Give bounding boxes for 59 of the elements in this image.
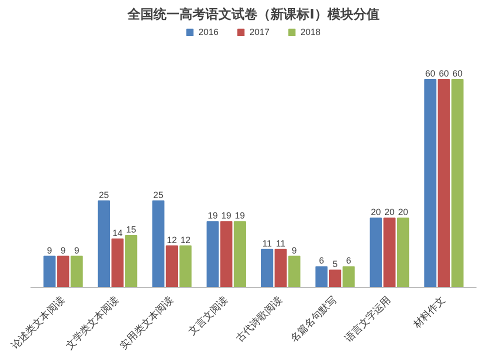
- bar: [451, 79, 464, 288]
- legend-label: 2017: [249, 27, 270, 37]
- bar: [424, 79, 436, 288]
- data-label: 9: [60, 245, 66, 256]
- legend-label: 2016: [198, 27, 218, 37]
- bar: [206, 221, 219, 288]
- bar: [166, 245, 178, 288]
- data-label: 5: [332, 259, 338, 270]
- data-label: 60: [452, 68, 462, 78]
- data-label: 25: [98, 190, 109, 200]
- data-label: 9: [292, 245, 297, 256]
- data-label: 14: [112, 228, 123, 238]
- data-label: 12: [180, 234, 191, 245]
- bar: [57, 256, 70, 288]
- bar: [397, 218, 410, 288]
- bar: [220, 221, 232, 288]
- bar: [179, 245, 192, 288]
- data-label: 60: [438, 68, 449, 78]
- x-tick-label: 古代诗歌阅读: [234, 294, 285, 345]
- x-tick-label: 名篇名句默写: [288, 294, 339, 345]
- bar: [152, 200, 164, 288]
- x-tick-label: 材料作文: [410, 294, 448, 332]
- data-label: 9: [74, 245, 80, 256]
- x-tick-label: 实用类文本阅读: [118, 294, 176, 352]
- bar: [125, 235, 138, 288]
- data-label: 25: [153, 190, 164, 200]
- bar: [111, 238, 124, 288]
- bar: [329, 270, 342, 288]
- bar: [234, 221, 246, 288]
- bar: [342, 266, 355, 288]
- bar: [274, 248, 287, 288]
- x-tick-label: 语言文字运用: [342, 294, 394, 345]
- data-label: 6: [318, 256, 324, 266]
- legend-label: 2018: [300, 27, 321, 37]
- data-label: 19: [234, 210, 245, 221]
- data-label: 6: [346, 256, 352, 266]
- data-label: 12: [166, 234, 177, 245]
- data-label: 20: [398, 207, 408, 218]
- x-tick-label: 论述类文本阅读: [9, 294, 68, 352]
- data-label: 19: [221, 210, 232, 221]
- bar: [288, 256, 300, 288]
- data-label: 11: [262, 238, 272, 248]
- data-label: 20: [370, 207, 381, 218]
- x-tick-label: 文言文阅读: [186, 294, 230, 338]
- bar: [98, 200, 110, 288]
- bar: [438, 79, 450, 288]
- bar: [43, 256, 56, 288]
- bar: [383, 218, 396, 288]
- bar: [315, 266, 328, 288]
- data-label: 9: [47, 245, 52, 256]
- data-label: 20: [384, 207, 394, 218]
- data-label: 11: [276, 238, 286, 248]
- data-label: 15: [126, 224, 136, 234]
- data-label: 19: [208, 210, 218, 221]
- bar: [370, 218, 382, 288]
- data-label: 60: [425, 68, 436, 78]
- bar: [70, 256, 83, 288]
- chart-title: 全国统一高考语文试卷（新课标I）模块分值: [126, 6, 380, 22]
- bar: [261, 248, 274, 288]
